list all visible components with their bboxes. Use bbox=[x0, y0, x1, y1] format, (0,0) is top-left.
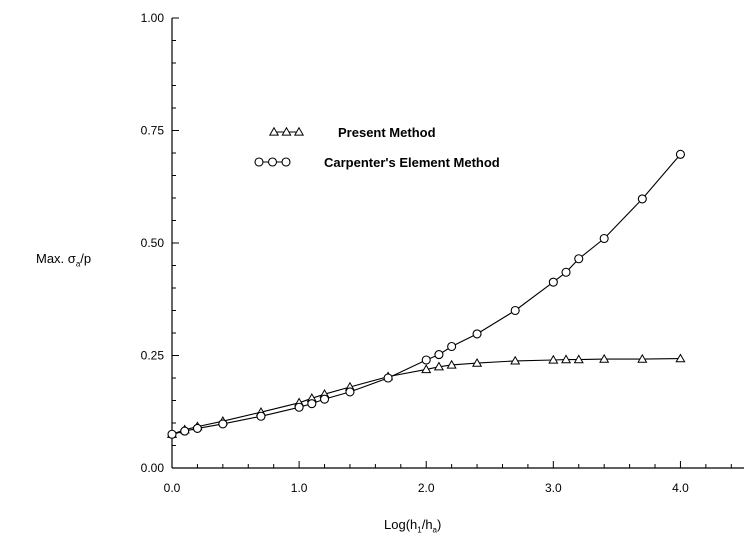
legend-carpenter-method-marker bbox=[267, 157, 278, 167]
data-point-carpenter-method bbox=[167, 429, 177, 439]
legend-present-method-marker bbox=[268, 126, 280, 136]
data-point-carpenter-method bbox=[256, 411, 266, 421]
y-axis-label: Max. σa/p bbox=[36, 251, 92, 269]
data-point-carpenter-method bbox=[345, 387, 355, 397]
y-tick-label: 1.00 bbox=[141, 11, 165, 25]
legend-carpenter-method-marker bbox=[281, 157, 291, 167]
data-point-carpenter-method bbox=[383, 373, 393, 383]
data-point-carpenter-method bbox=[561, 267, 571, 277]
x-tick-label: 3.0 bbox=[545, 481, 562, 495]
data-point-carpenter-method bbox=[434, 350, 444, 360]
legend-present-method-marker bbox=[293, 126, 305, 136]
data-point-present-method bbox=[446, 359, 457, 369]
data-point-present-method bbox=[675, 353, 686, 363]
data-point-carpenter-method bbox=[510, 305, 520, 316]
data-point-present-method bbox=[599, 353, 610, 363]
x-tick-label: 2.0 bbox=[418, 481, 435, 495]
data-point-carpenter-method bbox=[192, 423, 202, 433]
data-point-carpenter-method bbox=[472, 329, 482, 339]
legend-carpenter-method-marker bbox=[254, 157, 264, 167]
series-line-carpenter-method bbox=[171, 154, 681, 435]
data-point-present-method bbox=[421, 364, 432, 374]
x-tick-label: 1.0 bbox=[291, 481, 308, 495]
y-tick-label: 0.75 bbox=[141, 124, 165, 138]
data-point-carpenter-method bbox=[548, 277, 558, 287]
data-point-carpenter-method bbox=[421, 355, 431, 365]
y-tick-label: 0.25 bbox=[141, 349, 165, 363]
data-point-present-method bbox=[573, 354, 584, 364]
data-point-carpenter-method bbox=[447, 341, 457, 352]
data-point-carpenter-method bbox=[180, 426, 190, 436]
legend-present-method-marker bbox=[281, 126, 292, 136]
data-point-carpenter-method bbox=[599, 233, 609, 244]
legend-label-carpenter-method: Carpenter's Element Method bbox=[324, 155, 500, 170]
y-tick-label: 0.00 bbox=[141, 461, 165, 475]
data-point-present-method bbox=[472, 357, 483, 367]
data-point-present-method bbox=[637, 353, 648, 363]
legend-label-present-method: Present Method bbox=[338, 125, 436, 140]
data-point-carpenter-method bbox=[574, 254, 584, 264]
data-point-present-method bbox=[560, 354, 572, 364]
y-tick-label: 0.50 bbox=[141, 236, 165, 250]
data-point-carpenter-method bbox=[319, 394, 330, 404]
data-point-present-method bbox=[510, 355, 521, 365]
data-point-carpenter-method bbox=[675, 149, 685, 159]
x-axis-label: Log(h1/ha) bbox=[384, 517, 442, 535]
x-tick-label: 0.0 bbox=[164, 481, 181, 495]
x-tick-label: 4.0 bbox=[672, 481, 689, 495]
data-point-carpenter-method bbox=[307, 399, 317, 409]
data-point-carpenter-method bbox=[294, 402, 304, 412]
data-point-present-method bbox=[433, 361, 444, 371]
data-point-carpenter-method bbox=[218, 419, 228, 429]
data-point-carpenter-method bbox=[637, 194, 647, 204]
data-point-present-method bbox=[548, 354, 559, 364]
